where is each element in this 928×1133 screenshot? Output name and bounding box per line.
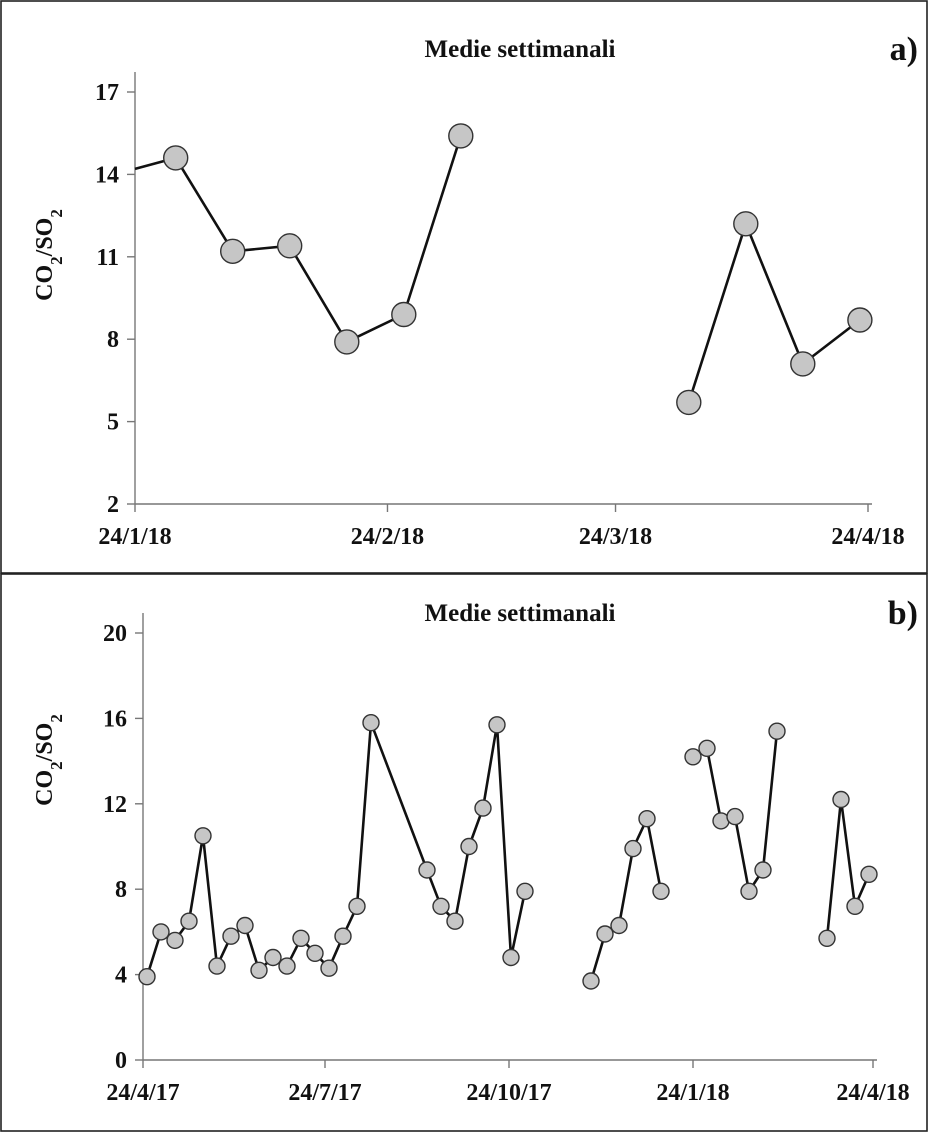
panel-b-data-point — [166, 931, 184, 950]
panel-b-label: b) — [888, 595, 918, 632]
panel-b-data-point — [582, 972, 600, 990]
panel-b-data-point — [638, 810, 656, 828]
panel-b-data-point — [348, 897, 366, 915]
panel-b-title: Medie settimanali — [425, 600, 616, 627]
panel-b-data-point — [754, 861, 772, 879]
panel-b-data-point — [264, 948, 282, 967]
panel-b-data-point — [624, 839, 642, 858]
panel-b-data-point — [180, 912, 198, 930]
panel-b-data-point — [474, 799, 492, 817]
panel-a-frame — [0, 0, 928, 574]
panel-b-data-point — [846, 897, 864, 915]
panel-b-data-point — [860, 865, 878, 883]
panel-b-series-line — [825, 798, 871, 939]
panel-b-data-point — [152, 923, 170, 941]
panel-a-label: a) — [890, 31, 918, 68]
panel-a-title: Medie settimanali — [425, 36, 616, 63]
panel-b-data-point — [432, 897, 450, 915]
panel-b-data-point — [832, 790, 850, 809]
panel-b-data-point — [208, 957, 226, 975]
panel-b-data-point — [236, 916, 254, 935]
panel-b-data-point — [362, 714, 380, 732]
panel-a-points — [162, 123, 873, 416]
panel-b-data-point — [334, 927, 352, 945]
panel-a-data-point — [334, 329, 360, 355]
panel-a-data-point — [847, 307, 873, 333]
panel-b-data-point — [740, 882, 758, 900]
panel-b-x-tick-label: 24/4/17 — [106, 1080, 179, 1106]
panel-b-data-point — [446, 912, 464, 930]
panel-b-y-tick-label: 20 — [103, 621, 127, 647]
panel-a-y-tick-label: 8 — [107, 327, 119, 353]
panel-a-y-tick-label: 14 — [95, 162, 119, 188]
panel-b-data-point — [610, 916, 628, 935]
panel-b-y-tick-label: 0 — [115, 1048, 127, 1074]
panel-a-data-point — [391, 301, 417, 328]
panel-b-data-point — [818, 929, 836, 947]
panel-b-x-tick-label: 24/1/18 — [656, 1080, 729, 1106]
panel-b-axes: 0 4 8 12 16 20 24/4/17 24/7/17 24/10/17 24/1/18 24… — [103, 613, 910, 1106]
panel-a-x-tick-label: 24/1/18 — [98, 524, 171, 550]
panel-b-data-point — [418, 861, 436, 879]
panel-b-x-tick-label: 24/7/17 — [288, 1080, 361, 1106]
panel-b: Medie settimanali b) CO2/SO2 04812162024… — [0, 573, 928, 1132]
panel-b-data-point — [684, 748, 702, 766]
panel-a-axes: 2 5 8 11 14 17 24/1/18 24/2/18 24/3/18 24/4/18 — [95, 72, 905, 550]
panel-b-data-point — [306, 944, 324, 962]
panel-a-data-point — [676, 389, 702, 416]
panel-a-data-point — [162, 145, 189, 171]
panel-a-x-tick-label: 24/3/18 — [579, 524, 652, 550]
panel-a-data-point — [219, 238, 246, 265]
panel-b-y-tick-label: 16 — [103, 706, 127, 732]
panel-a-y-tick-label: 5 — [107, 410, 119, 436]
panel-b-data-point — [698, 739, 716, 757]
panel-b-data-point — [460, 837, 478, 856]
panel-a-series-line — [687, 222, 861, 403]
panel-b-data-point — [292, 929, 310, 947]
panel-b-data-point — [516, 882, 534, 900]
panel-b-data-point — [222, 927, 240, 945]
panel-b-data-point — [250, 961, 268, 979]
panel-b-data-point — [502, 948, 520, 967]
panel-a-x-tick-label: 24/4/18 — [831, 524, 904, 550]
panel-a-y-tick-label: 17 — [95, 80, 119, 106]
panel-b-data-point — [138, 968, 156, 986]
panel-b-y-tick-label: 12 — [103, 792, 127, 818]
panel-a-data-point — [448, 123, 474, 149]
panel-b-data-point — [652, 882, 670, 900]
panel-b-data-point — [726, 807, 744, 826]
panel-b-data-point — [488, 716, 506, 734]
panel-b-data-point — [596, 925, 614, 943]
panel-b-data-point — [768, 722, 786, 740]
panel-b-y-tick-label: 8 — [115, 877, 127, 903]
panel-b-frame — [0, 573, 928, 1132]
panel-a-y-tick-label: 2 — [107, 492, 119, 518]
panel-a: Medie settimanali a) CO2/SO2 25811141724… — [0, 0, 928, 574]
panel-b-data-point — [194, 827, 212, 845]
panel-b-x-tick-label: 24/10/17 — [466, 1080, 551, 1106]
panel-a-data-point — [733, 211, 759, 237]
panel-a-data-point — [790, 351, 816, 377]
panel-b-data-point — [278, 957, 296, 975]
panel-a-y-tick-label: 11 — [96, 245, 119, 271]
panel-b-y-tick-label: 4 — [115, 963, 127, 989]
panel-b-data-point — [320, 959, 338, 977]
panel-b-points — [138, 714, 878, 990]
panel-b-x-tick-label: 24/4/18 — [836, 1080, 909, 1106]
panel-a-x-tick-label: 24/2/18 — [351, 524, 424, 550]
panel-a-data-point — [277, 233, 303, 259]
